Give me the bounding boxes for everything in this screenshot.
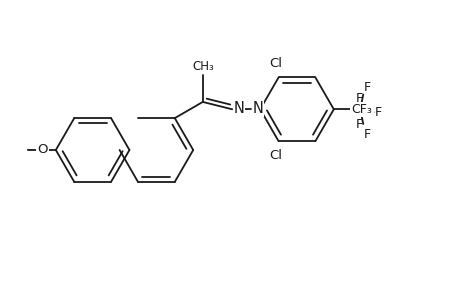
Text: F: F: [364, 81, 370, 94]
Text: N: N: [252, 101, 263, 116]
Text: N: N: [233, 101, 244, 116]
Text: F: F: [364, 128, 370, 141]
Text: F: F: [361, 104, 368, 117]
Text: Cl: Cl: [269, 148, 281, 161]
Text: CF₃: CF₃: [351, 103, 371, 116]
Text: F: F: [374, 106, 381, 119]
Text: CH₃: CH₃: [191, 60, 213, 73]
Text: F: F: [355, 92, 362, 105]
Text: F: F: [355, 118, 362, 131]
Text: methoxy: methoxy: [26, 149, 33, 150]
Text: Cl: Cl: [269, 57, 281, 70]
Text: O: O: [37, 143, 48, 157]
